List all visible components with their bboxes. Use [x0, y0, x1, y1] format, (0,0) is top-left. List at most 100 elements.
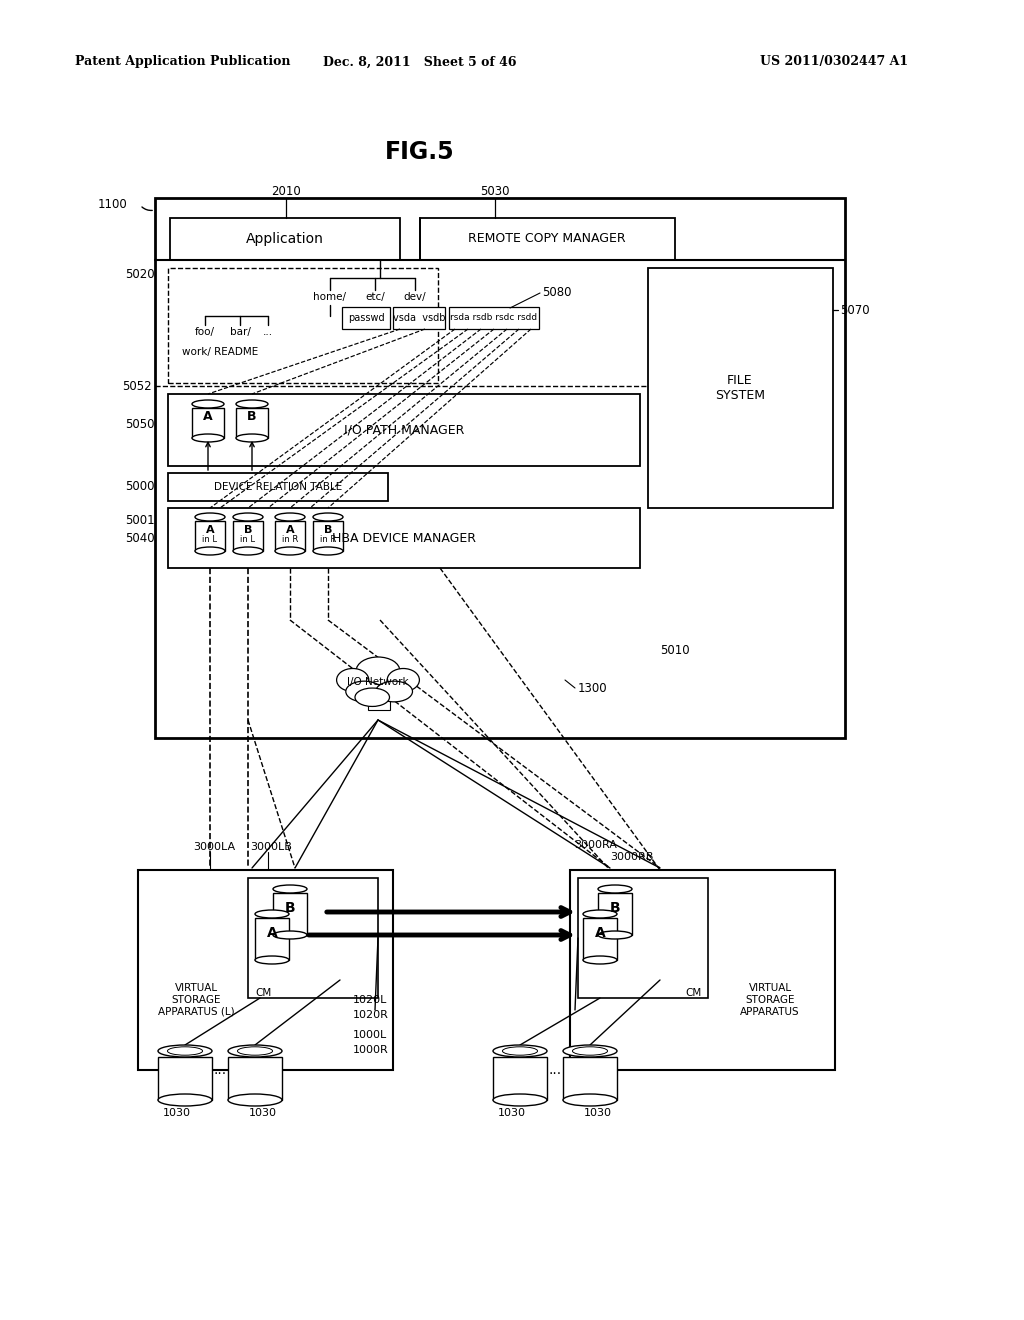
Text: vsda  vsdb: vsda vsdb	[393, 313, 445, 323]
Text: VIRTUAL
STORAGE
APPARATUS: VIRTUAL STORAGE APPARATUS	[740, 983, 800, 1016]
Ellipse shape	[273, 931, 307, 939]
Text: US 2011/0302447 A1: US 2011/0302447 A1	[760, 55, 908, 69]
Text: HBA DEVICE MANAGER: HBA DEVICE MANAGER	[332, 532, 476, 544]
Ellipse shape	[228, 1094, 282, 1106]
Bar	[168, 268, 438, 383]
Bar	[570, 870, 835, 1071]
Ellipse shape	[598, 884, 632, 894]
Bar	[275, 521, 305, 550]
Ellipse shape	[313, 546, 343, 554]
Text: 3000RA: 3000RA	[574, 840, 616, 850]
Text: I/O Network: I/O Network	[347, 677, 409, 686]
Text: 1100: 1100	[97, 198, 127, 211]
Text: B: B	[324, 525, 332, 535]
Ellipse shape	[275, 513, 305, 521]
Text: 1030: 1030	[498, 1107, 526, 1118]
Text: B: B	[244, 525, 252, 535]
Text: rsda rsdb rsdc rsdd: rsda rsdb rsdc rsdd	[451, 314, 538, 322]
Ellipse shape	[387, 668, 420, 692]
Bar	[598, 894, 632, 935]
Ellipse shape	[337, 668, 369, 692]
Ellipse shape	[238, 1047, 272, 1055]
Ellipse shape	[355, 688, 389, 706]
Text: home/: home/	[313, 292, 346, 302]
Text: A: A	[286, 525, 294, 535]
Ellipse shape	[313, 513, 343, 521]
Bar	[648, 268, 833, 508]
Text: 5080: 5080	[542, 286, 571, 300]
Ellipse shape	[572, 1047, 607, 1055]
Ellipse shape	[193, 434, 224, 442]
Bar	[493, 1057, 547, 1100]
Text: Patent Application Publication: Patent Application Publication	[75, 55, 291, 69]
Bar	[273, 894, 307, 935]
Text: 1000L: 1000L	[353, 1030, 387, 1040]
Ellipse shape	[195, 546, 225, 554]
Text: B: B	[247, 411, 257, 424]
Ellipse shape	[356, 657, 399, 685]
Text: FIG.5: FIG.5	[385, 140, 455, 164]
Text: 5001: 5001	[125, 513, 155, 527]
Ellipse shape	[233, 513, 263, 521]
Text: foo/: foo/	[195, 327, 215, 337]
Text: in R: in R	[282, 535, 298, 544]
Ellipse shape	[583, 909, 617, 917]
Text: ...: ...	[213, 1063, 226, 1077]
Ellipse shape	[493, 1094, 547, 1106]
Text: dev/: dev/	[403, 292, 426, 302]
Text: 1000R: 1000R	[353, 1045, 389, 1055]
Text: 5070: 5070	[840, 304, 869, 317]
Ellipse shape	[255, 956, 289, 964]
Ellipse shape	[158, 1094, 212, 1106]
Bar	[233, 521, 263, 550]
Bar	[236, 408, 268, 438]
Bar	[420, 218, 675, 260]
Ellipse shape	[195, 513, 225, 521]
Text: 1030: 1030	[249, 1107, 278, 1118]
Ellipse shape	[233, 546, 263, 554]
Bar	[255, 917, 289, 960]
Text: ...: ...	[263, 327, 273, 337]
Text: 3000LA: 3000LA	[193, 842, 236, 851]
Text: in L: in L	[203, 535, 217, 544]
Text: 5010: 5010	[660, 644, 689, 656]
Ellipse shape	[236, 400, 268, 408]
Text: DEVICE RELATION TABLE: DEVICE RELATION TABLE	[214, 482, 342, 492]
Text: A: A	[595, 927, 605, 940]
Text: Application: Application	[246, 232, 324, 246]
Ellipse shape	[503, 1047, 538, 1055]
Text: 1300: 1300	[578, 681, 607, 694]
Ellipse shape	[275, 546, 305, 554]
Bar	[168, 508, 640, 568]
Text: bar/: bar/	[229, 327, 251, 337]
Ellipse shape	[236, 434, 268, 442]
Text: Dec. 8, 2011   Sheet 5 of 46: Dec. 8, 2011 Sheet 5 of 46	[324, 55, 517, 69]
Text: 5030: 5030	[480, 185, 510, 198]
Text: 2010: 2010	[271, 185, 301, 198]
Text: A: A	[206, 525, 214, 535]
Bar	[193, 408, 224, 438]
Text: CM: CM	[256, 987, 272, 998]
Ellipse shape	[273, 884, 307, 894]
Text: 5050: 5050	[126, 418, 155, 432]
Bar	[170, 218, 400, 260]
Bar	[393, 308, 445, 329]
Text: 5052: 5052	[123, 380, 152, 392]
Ellipse shape	[346, 681, 383, 702]
Ellipse shape	[228, 1045, 282, 1057]
Text: in L: in L	[241, 535, 256, 544]
Ellipse shape	[193, 400, 224, 408]
Text: passwd: passwd	[348, 313, 384, 323]
Bar	[138, 870, 393, 1071]
Bar	[368, 700, 390, 710]
Ellipse shape	[255, 909, 289, 917]
Text: 3000RB: 3000RB	[610, 851, 653, 862]
Ellipse shape	[493, 1045, 547, 1057]
Bar	[583, 917, 617, 960]
Ellipse shape	[376, 681, 413, 702]
Text: I/O PATH MANAGER: I/O PATH MANAGER	[344, 424, 464, 437]
Text: CM: CM	[686, 987, 702, 998]
Text: 1020L: 1020L	[353, 995, 387, 1005]
Bar	[158, 1057, 212, 1100]
Text: A: A	[203, 411, 213, 424]
